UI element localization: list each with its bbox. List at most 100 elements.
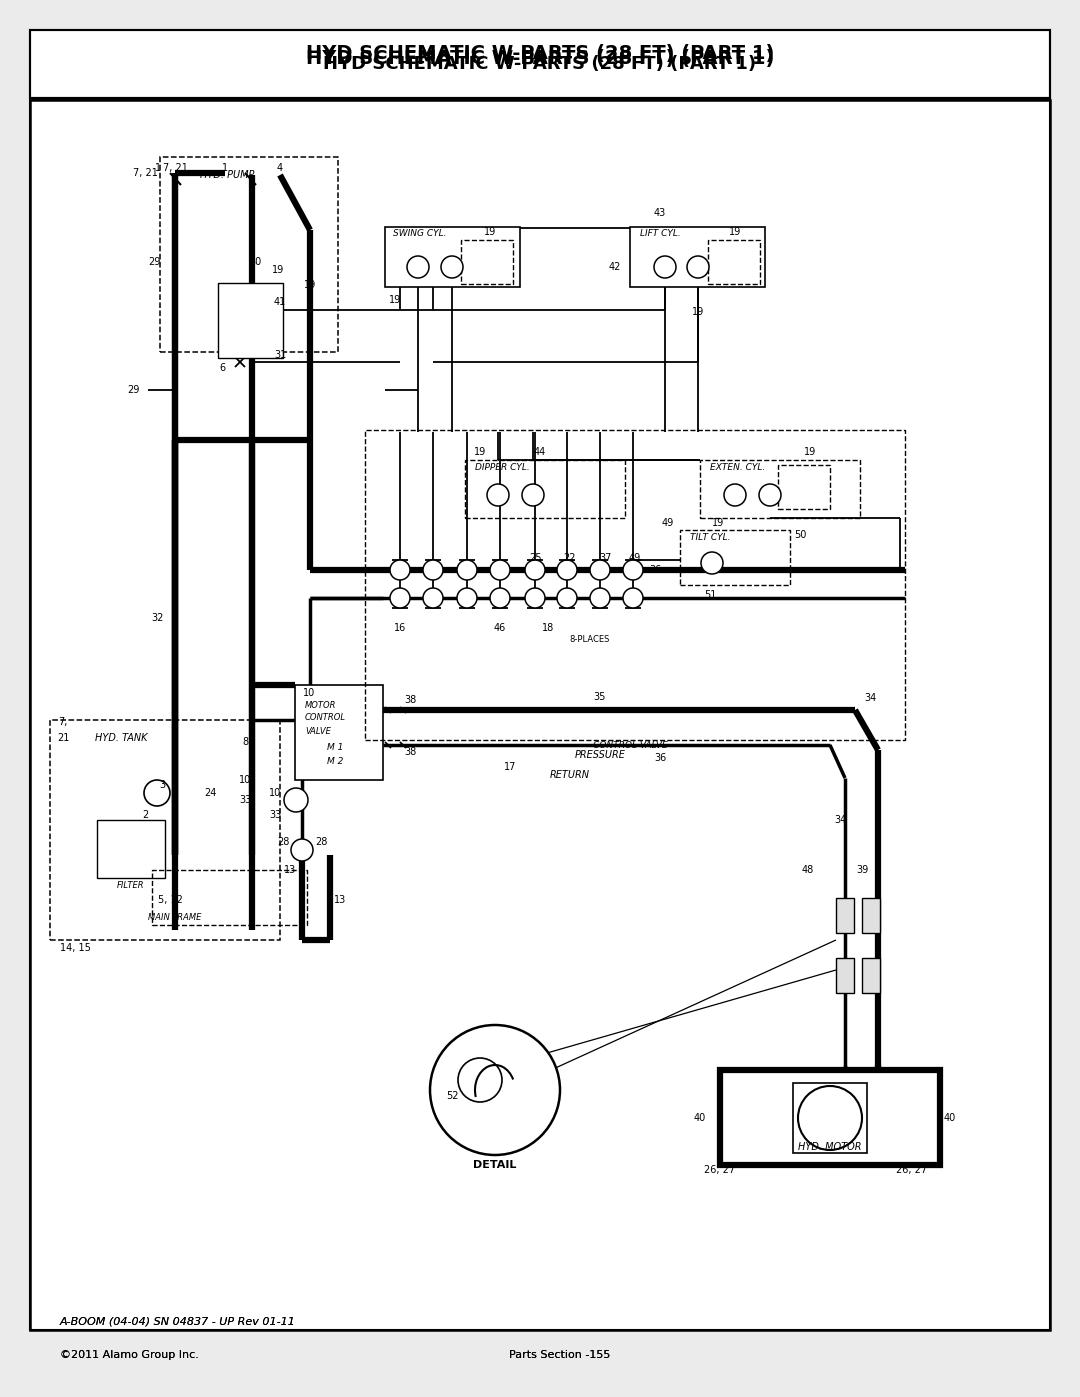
Circle shape <box>144 780 170 806</box>
Text: CONTROL VALVE: CONTROL VALVE <box>593 740 667 750</box>
Text: 4: 4 <box>276 163 283 173</box>
Text: 29: 29 <box>127 386 140 395</box>
Text: 28: 28 <box>276 837 289 847</box>
Text: DIPPER CYL.: DIPPER CYL. <box>475 464 530 472</box>
Text: EXTEN. CYL.: EXTEN. CYL. <box>710 464 766 472</box>
Circle shape <box>557 560 577 580</box>
Text: M 2: M 2 <box>327 757 343 767</box>
Circle shape <box>590 560 610 580</box>
Circle shape <box>590 588 610 608</box>
Text: 1: 1 <box>221 163 228 173</box>
Text: 8-PLACES: 8-PLACES <box>570 636 610 644</box>
Text: 1: 1 <box>154 163 161 173</box>
Bar <box>862 958 880 993</box>
Bar <box>384 226 519 286</box>
Text: 26, 27: 26, 27 <box>704 1165 735 1175</box>
Text: 39: 39 <box>855 865 868 875</box>
Bar <box>836 958 854 993</box>
Bar <box>30 101 1050 1330</box>
Circle shape <box>284 788 308 812</box>
Bar <box>295 685 383 780</box>
Text: 38: 38 <box>404 694 416 705</box>
Text: CONTROL: CONTROL <box>305 714 346 722</box>
Circle shape <box>407 256 429 278</box>
Text: FILTER: FILTER <box>118 880 145 890</box>
Circle shape <box>654 256 676 278</box>
Text: HYD. MOTOR: HYD. MOTOR <box>798 1141 862 1153</box>
Text: 37: 37 <box>598 553 611 563</box>
Text: 49: 49 <box>662 518 674 528</box>
Text: 49: 49 <box>629 553 642 563</box>
Text: 19: 19 <box>712 518 724 528</box>
Text: 34: 34 <box>864 693 876 703</box>
Text: 17: 17 <box>503 761 516 773</box>
Bar <box>30 101 1050 1330</box>
Text: HYD. PUMP: HYD. PUMP <box>200 170 255 180</box>
Text: 40: 40 <box>693 1113 706 1123</box>
Text: 29: 29 <box>148 257 160 267</box>
Text: 48: 48 <box>801 865 814 875</box>
Text: MOTOR: MOTOR <box>305 700 337 710</box>
Text: A-BOOM (04-04) SN 04837 - UP Rev 01-11: A-BOOM (04-04) SN 04837 - UP Rev 01-11 <box>60 1317 296 1327</box>
Circle shape <box>525 560 545 580</box>
Text: 19: 19 <box>484 226 496 237</box>
Text: DETAIL: DETAIL <box>473 1160 516 1171</box>
Text: 24: 24 <box>204 788 216 798</box>
Bar <box>708 240 760 284</box>
Text: 43: 43 <box>653 208 666 218</box>
Text: 10: 10 <box>303 687 315 698</box>
Circle shape <box>457 588 477 608</box>
Circle shape <box>522 483 544 506</box>
Text: ©2011 Alamo Group Inc.: ©2011 Alamo Group Inc. <box>60 1350 199 1361</box>
Bar <box>218 284 283 358</box>
Circle shape <box>390 588 410 608</box>
Text: 50: 50 <box>794 529 806 541</box>
Text: 19: 19 <box>303 279 316 291</box>
Text: 21: 21 <box>57 733 69 743</box>
Text: 28: 28 <box>315 837 327 847</box>
Bar <box>862 898 880 933</box>
Circle shape <box>525 588 545 608</box>
Text: PRESSURE: PRESSURE <box>575 750 625 760</box>
Text: 25: 25 <box>529 553 541 563</box>
Circle shape <box>458 1058 502 1102</box>
Text: 8: 8 <box>242 738 248 747</box>
Text: SWING CYL.: SWING CYL. <box>393 229 446 239</box>
Text: 33: 33 <box>269 810 281 820</box>
Circle shape <box>441 256 463 278</box>
Text: 31: 31 <box>274 351 286 360</box>
Circle shape <box>291 840 313 861</box>
Text: 46: 46 <box>494 623 507 633</box>
Text: 7,: 7, <box>58 717 68 726</box>
Text: 38: 38 <box>404 747 416 757</box>
Text: 3: 3 <box>159 780 165 789</box>
Text: 19: 19 <box>804 447 816 457</box>
Text: RETURN: RETURN <box>550 770 590 780</box>
Bar <box>630 226 765 286</box>
Text: 13: 13 <box>334 895 346 905</box>
Bar <box>30 29 1050 98</box>
Text: VALVE: VALVE <box>305 726 330 735</box>
Text: HYD. TANK: HYD. TANK <box>95 733 148 743</box>
Text: 10: 10 <box>239 775 252 785</box>
Bar <box>50 719 280 940</box>
Text: LIFT CYL.: LIFT CYL. <box>640 229 680 239</box>
Bar <box>30 29 1050 98</box>
Bar <box>461 240 513 284</box>
Circle shape <box>724 483 746 506</box>
Text: HYD SCHEMATIC W-PARTS (28 FT) (PART 1): HYD SCHEMATIC W-PARTS (28 FT) (PART 1) <box>323 54 757 73</box>
Circle shape <box>490 560 510 580</box>
Text: Parts Section -155: Parts Section -155 <box>510 1350 610 1361</box>
Circle shape <box>798 1085 862 1150</box>
Text: 35: 35 <box>594 692 606 703</box>
Bar <box>365 430 905 740</box>
Text: 51: 51 <box>704 590 716 599</box>
Circle shape <box>759 483 781 506</box>
Text: 8: 8 <box>248 731 254 740</box>
Text: 16: 16 <box>394 623 406 633</box>
Circle shape <box>557 588 577 608</box>
Text: HYD SCHEMATIC W-PARTS (28 FT) (PART 1): HYD SCHEMATIC W-PARTS (28 FT) (PART 1) <box>306 45 774 63</box>
Text: 42: 42 <box>609 263 621 272</box>
Text: 52: 52 <box>446 1091 458 1101</box>
Text: 19: 19 <box>729 226 741 237</box>
